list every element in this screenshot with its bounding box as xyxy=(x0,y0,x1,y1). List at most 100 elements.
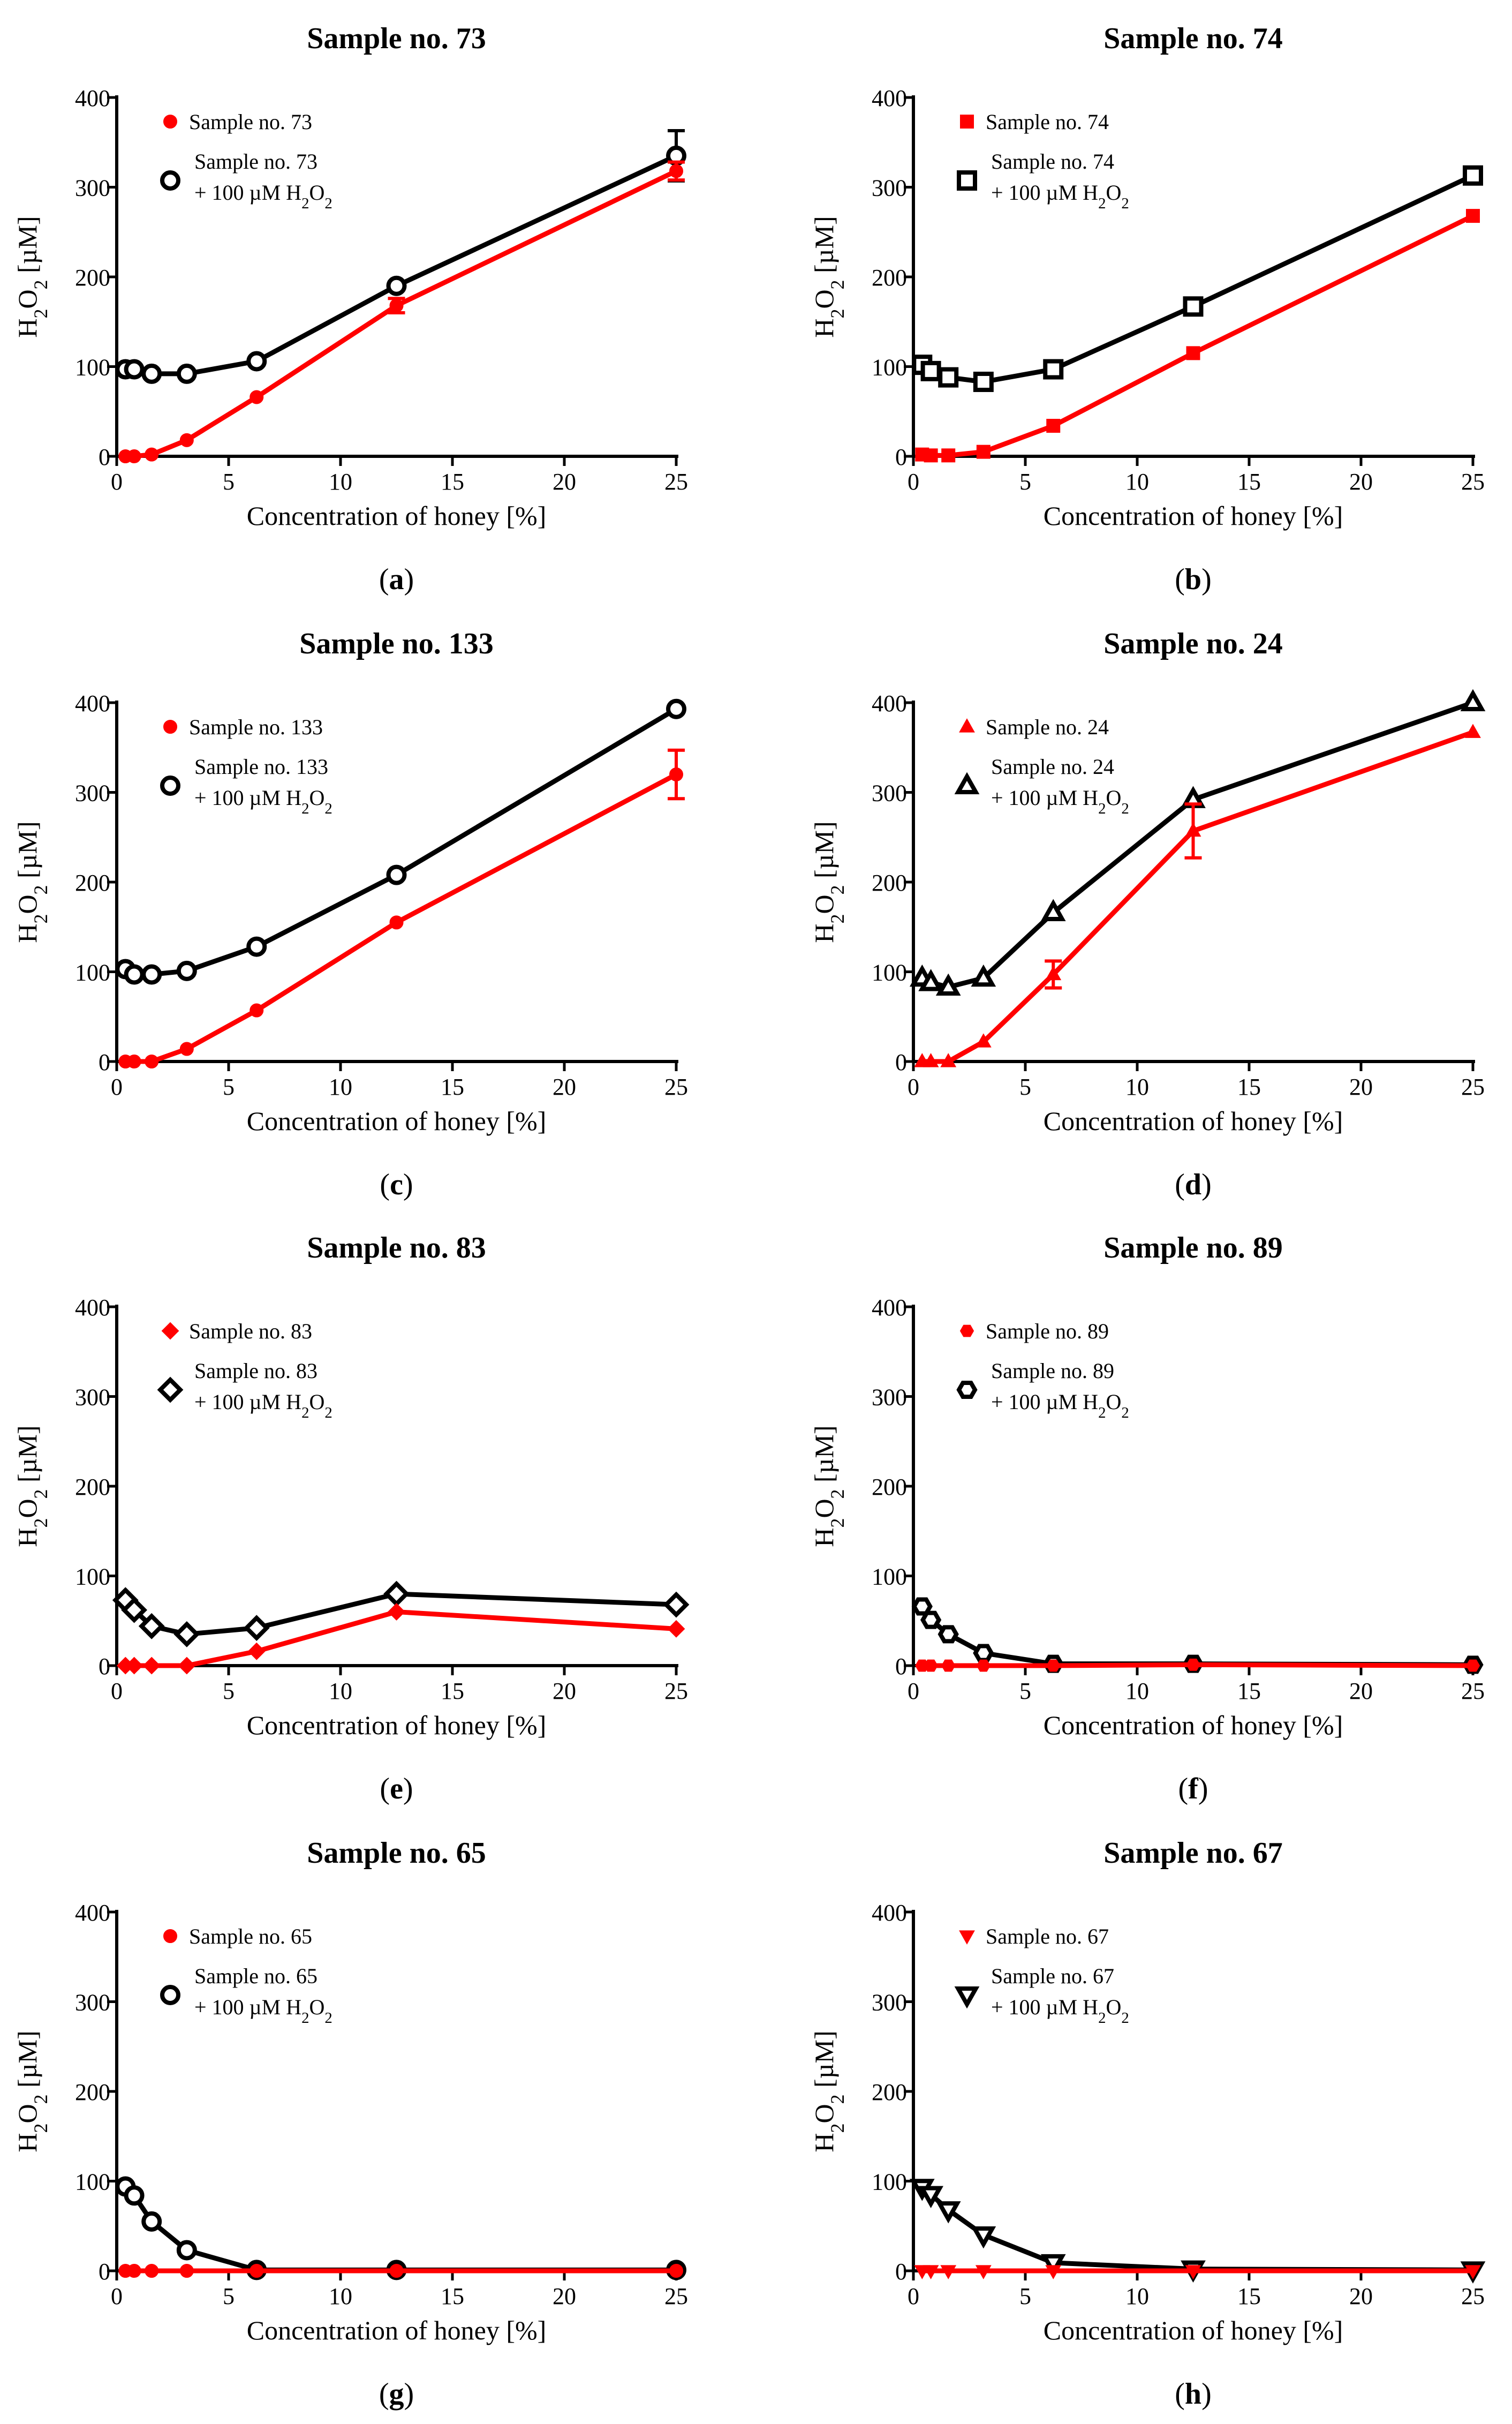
x-tick-label: 15 xyxy=(1237,1074,1261,1100)
legend-marker xyxy=(959,1930,975,1945)
y-tick-label: 0 xyxy=(99,444,110,470)
y-tick-label: 200 xyxy=(872,1474,907,1500)
x-tick-label: 20 xyxy=(1349,2283,1373,2309)
x-tick-label: 0 xyxy=(111,1074,123,1100)
data-point xyxy=(124,359,145,380)
series-line xyxy=(922,730,1474,1064)
data-point xyxy=(179,1042,194,1056)
data-point xyxy=(669,767,683,781)
legend-label-line2: + 100 µM H2O2 xyxy=(991,786,1129,817)
series-sample xyxy=(914,724,1481,1067)
legend-marker xyxy=(160,170,180,191)
x-tick-label: 15 xyxy=(441,469,464,495)
data-point xyxy=(1465,1659,1480,1672)
panel-caption: (h) xyxy=(1175,2377,1211,2411)
data-point xyxy=(667,1620,685,1638)
y-tick-label: 200 xyxy=(872,265,907,291)
data-point xyxy=(145,1055,159,1068)
data-point xyxy=(920,1610,942,1629)
series-sample-plus-h2o2 xyxy=(912,165,1483,392)
data-point xyxy=(176,960,197,981)
x-tick-label: 5 xyxy=(223,469,235,495)
legend-label-line2: + 100 µM H2O2 xyxy=(991,1390,1129,1421)
panel-caption: (c) xyxy=(380,1168,413,1201)
x-tick-label: 10 xyxy=(329,1678,352,1704)
x-tick-label: 15 xyxy=(1237,2283,1261,2309)
x-tick-label: 20 xyxy=(1349,469,1373,495)
data-point xyxy=(1186,1658,1200,1671)
y-tick-label: 200 xyxy=(872,2079,907,2105)
legend: Sample no. 24 Sample no. 24 + 100 µM H2O2 xyxy=(954,715,1129,817)
x-tick-label: 15 xyxy=(1237,469,1261,495)
x-tick-label: 5 xyxy=(1019,1678,1031,1704)
panel-caption: (g) xyxy=(379,2377,414,2411)
y-tick-label: 200 xyxy=(872,870,907,896)
data-point xyxy=(127,1055,141,1068)
x-tick-label: 10 xyxy=(1125,1074,1149,1100)
legend: Sample no. 133 Sample no. 133 + 100 µM H2O… xyxy=(160,715,332,817)
data-point xyxy=(127,449,141,463)
data-point xyxy=(1185,2265,1201,2279)
legend: Sample no. 74 Sample no. 74 + 100 µM H2O2 xyxy=(957,110,1129,212)
y-tick-label: 100 xyxy=(75,960,110,986)
data-point xyxy=(176,363,197,384)
data-point xyxy=(973,1644,994,1662)
data-point xyxy=(1043,359,1064,380)
legend: Sample no. 65 Sample no. 65 + 100 µM H2O2 xyxy=(160,1924,332,2027)
chart-title: Sample no. 67 xyxy=(1103,1836,1283,1870)
legend-label: Sample no. 73 xyxy=(189,110,312,134)
data-point xyxy=(388,1603,405,1621)
x-axis-label: Concentration of honey [%] xyxy=(247,1106,547,1136)
legend-marker xyxy=(163,720,177,734)
data-point xyxy=(142,1657,161,1675)
data-point xyxy=(924,1659,938,1672)
y-axis-label: H2O2 [µM] xyxy=(809,1425,848,1547)
legend-marker xyxy=(957,170,977,191)
chart-panel-b: Sample no. 74 0 100 200 300 400 0 5 10 15 20 25 Conc… xyxy=(809,22,1485,596)
panel-caption: (f) xyxy=(1178,1772,1208,1805)
data-point xyxy=(246,936,267,957)
data-point xyxy=(1463,165,1483,186)
data-point xyxy=(250,390,264,404)
y-tick-label: 100 xyxy=(872,1564,907,1590)
y-tick-label: 400 xyxy=(75,1900,110,1926)
data-point xyxy=(941,448,956,463)
data-point xyxy=(141,2211,162,2232)
x-axis-label: Concentration of honey [%] xyxy=(247,501,547,531)
y-axis-label: H2O2 [µM] xyxy=(12,821,51,943)
data-point xyxy=(179,433,194,447)
x-tick-label: 25 xyxy=(1461,1678,1485,1704)
y-tick-label: 200 xyxy=(75,870,110,896)
series-sample xyxy=(118,748,685,1068)
y-tick-label: 100 xyxy=(75,1564,110,1590)
data-point xyxy=(1040,899,1066,921)
x-axis-label: Concentration of honey [%] xyxy=(247,2315,547,2345)
data-point xyxy=(1045,966,1062,981)
y-tick-label: 0 xyxy=(99,1653,110,1680)
data-point xyxy=(178,1657,196,1675)
series-line xyxy=(921,214,1474,458)
x-tick-label: 5 xyxy=(223,1074,235,1100)
y-tick-label: 300 xyxy=(75,1990,110,2016)
x-tick-label: 10 xyxy=(329,469,352,495)
chart-title: Sample no. 73 xyxy=(307,22,486,55)
series-line xyxy=(124,2185,676,2272)
x-tick-label: 20 xyxy=(1349,1074,1373,1100)
panel-caption: (a) xyxy=(379,563,414,596)
series-sample xyxy=(915,1658,1480,1672)
x-tick-label: 20 xyxy=(1349,1678,1373,1704)
x-axis-label: Concentration of honey [%] xyxy=(1044,1106,1343,1136)
data-point xyxy=(1465,2265,1481,2279)
legend-marker xyxy=(161,1322,179,1340)
y-axis-label: H2O2 [µM] xyxy=(12,216,51,337)
x-axis-label: Concentration of honey [%] xyxy=(1044,1710,1343,1740)
legend-marker xyxy=(959,1324,974,1337)
y-tick-label: 100 xyxy=(872,355,907,381)
data-point xyxy=(923,1053,939,1067)
data-point xyxy=(389,915,404,930)
data-point xyxy=(669,164,683,178)
y-tick-label: 300 xyxy=(75,1384,110,1411)
x-tick-label: 5 xyxy=(1019,1074,1031,1100)
y-axis-label: H2O2 [µM] xyxy=(12,2030,51,2152)
legend-label: Sample no. 74 xyxy=(991,149,1114,174)
